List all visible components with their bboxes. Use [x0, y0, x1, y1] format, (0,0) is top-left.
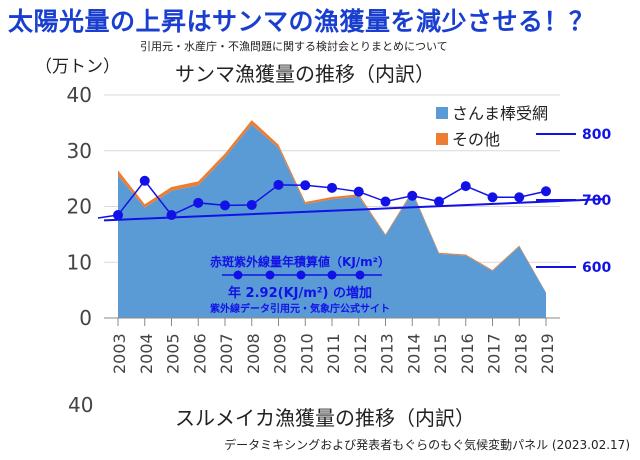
- uv-trend-line: [103, 198, 605, 222]
- series-main-area: [118, 124, 546, 318]
- x-tick-label: 2017: [485, 333, 504, 374]
- x-tick-label: 2010: [297, 333, 316, 374]
- uv-point: [139, 175, 150, 186]
- x-tick-label: 2014: [404, 333, 423, 374]
- legend-label-main: さんま棒受網: [452, 104, 548, 123]
- x-tick-label: 2016: [458, 333, 477, 374]
- next-chart-subtitle: スルメイカ漁獲量の推移（内訳）: [175, 406, 475, 430]
- x-tick-label: 2015: [431, 333, 450, 374]
- uv-annotation-marker: [355, 270, 365, 280]
- uv-point: [353, 186, 364, 197]
- uv-point: [273, 179, 284, 190]
- uv-point: [407, 190, 418, 201]
- uv-axis-label: 600: [582, 260, 611, 276]
- y-tick-label: 30: [67, 139, 92, 163]
- uv-axis-label: 800: [582, 127, 611, 143]
- uv-annotation-marker: [327, 270, 337, 280]
- x-tick-label: 2008: [244, 333, 263, 374]
- y-tick-label: 0: [79, 306, 92, 330]
- legend-label-other: その他: [452, 130, 500, 149]
- uv-point: [541, 186, 551, 197]
- y-tick-label: 40: [67, 83, 92, 107]
- x-tick-label: 2007: [217, 333, 236, 374]
- uv-point: [460, 181, 471, 192]
- source-note: 引用元・水産庁・不漁問題に関する検討会とりまとめについて: [140, 40, 448, 53]
- uv-annotation-marker: [233, 270, 243, 280]
- uv-point: [487, 192, 498, 203]
- page-title: 太陽光量の上昇はサンマの漁獲量を減少させる！？: [8, 7, 595, 36]
- y-tick-label: 10: [67, 250, 92, 274]
- uv-point: [193, 197, 204, 208]
- y-tick-label: 20: [67, 195, 92, 219]
- legend-swatch-main: [436, 107, 448, 119]
- uv-point: [220, 200, 230, 211]
- x-tick-label: 2019: [538, 333, 557, 374]
- x-tick-label: 2004: [137, 333, 156, 374]
- x-tick-label: 2011: [324, 333, 343, 374]
- uv-point: [380, 196, 391, 207]
- uv-point: [246, 199, 257, 210]
- uv-annotation-increase: 年 2.92(KJ/m²) の増加: [228, 285, 372, 301]
- uv-annotation-source: 紫外線データ引用元・気象庁公式サイト: [210, 302, 390, 315]
- x-tick-label: 2006: [190, 333, 209, 374]
- uv-point: [514, 192, 525, 203]
- uv-annotation-marker: [265, 270, 275, 280]
- x-tick-label: 2003: [110, 333, 129, 374]
- uv-axis-label: 700: [582, 193, 611, 209]
- x-tick-label: 2009: [271, 333, 290, 374]
- footer-credit: データミキシングおよび発表者もぐらのもぐ気候変動パネル (2023.02.17): [224, 438, 630, 452]
- x-tick-label: 2005: [164, 333, 183, 374]
- uv-point: [300, 180, 311, 191]
- next-chart-y-label: 40: [68, 393, 94, 417]
- x-tick-label: 2013: [378, 333, 397, 374]
- y-axis-unit: （万トン）: [35, 57, 120, 77]
- uv-annotation-label: 赤斑紫外線量年積算値（KJ/m²）: [210, 254, 390, 269]
- uv-annotation-marker: [296, 270, 306, 280]
- uv-point: [327, 182, 337, 193]
- chart-subtitle: サンマ漁獲量の推移（内訳）: [175, 62, 435, 86]
- legend-swatch-other: [436, 133, 448, 145]
- x-tick-label: 2018: [511, 333, 530, 374]
- x-tick-label: 2012: [351, 333, 370, 374]
- uv-point: [113, 210, 123, 221]
- uv-point: [434, 196, 444, 207]
